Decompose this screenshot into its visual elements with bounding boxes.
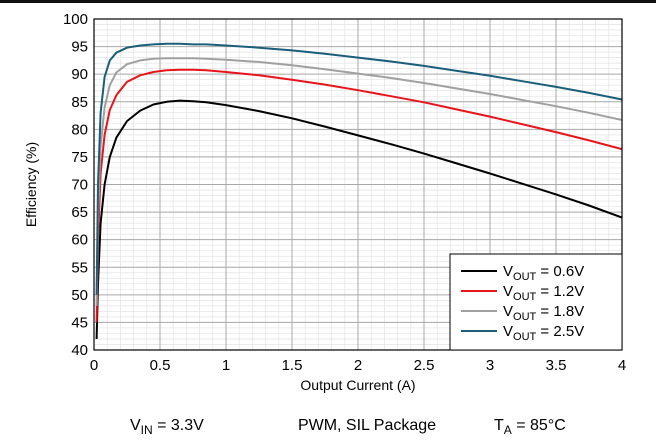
y-tick-labels: 40 45 50 55 60 65 70 75 80 85 90 95 100 <box>63 11 88 359</box>
y-tick-label: 80 <box>71 121 88 138</box>
legend-label: VOUT = 1.8V <box>503 303 584 323</box>
y-tick-label: 95 <box>71 39 88 56</box>
y-tick-label: 90 <box>71 66 88 83</box>
x-tick-label: 1 <box>222 357 230 374</box>
x-tick-label: 1.5 <box>282 357 303 374</box>
plot-frame <box>93 18 623 351</box>
series-line-1 <box>95 68 622 323</box>
series-line-3 <box>95 42 622 295</box>
x-tick-label: 2.5 <box>414 357 435 374</box>
series-layer <box>95 42 622 340</box>
top-rule <box>0 0 656 3</box>
y-axis-label: Efficiency (%) <box>23 142 39 227</box>
x-tick-labels: 0 0.5 1 1.5 2 2.5 3 3.5 4 <box>90 357 626 374</box>
y-tick-label: 100 <box>63 11 88 28</box>
x-tick-label: 0.5 <box>150 357 171 374</box>
y-tick-label: 85 <box>71 94 88 111</box>
y-tick-label: 50 <box>71 287 88 304</box>
series-line-0 <box>95 99 622 340</box>
legend-label: VOUT = 2.5V <box>503 323 584 343</box>
y-tick-label: 70 <box>71 177 88 194</box>
x-tick-label: 0 <box>90 357 98 374</box>
legend-label: VOUT = 0.6V <box>503 263 584 283</box>
x-tick-label: 3 <box>486 357 494 374</box>
y-tick-label: 75 <box>71 149 88 166</box>
series-line-2 <box>95 57 622 306</box>
ta-condition: TA = 85°C <box>494 417 566 437</box>
x-axis-label: Output Current (A) <box>300 377 415 393</box>
x-tick-label: 2 <box>354 357 362 374</box>
x-tick-label: 4 <box>618 357 626 374</box>
mode-condition: PWM, SIL Package <box>298 417 436 434</box>
y-tick-label: 40 <box>71 342 88 359</box>
vin-condition: VIN = 3.3V <box>130 417 204 437</box>
legend-label: VOUT = 1.2V <box>503 283 584 303</box>
y-tick-label: 45 <box>71 314 88 331</box>
y-tick-label: 60 <box>71 232 88 249</box>
y-tick-label: 65 <box>71 204 88 221</box>
y-tick-label: 55 <box>71 259 88 276</box>
operating-conditions: VIN = 3.3V PWM, SIL Package TA = 85°C <box>130 417 566 437</box>
x-tick-label: 3.5 <box>546 357 567 374</box>
